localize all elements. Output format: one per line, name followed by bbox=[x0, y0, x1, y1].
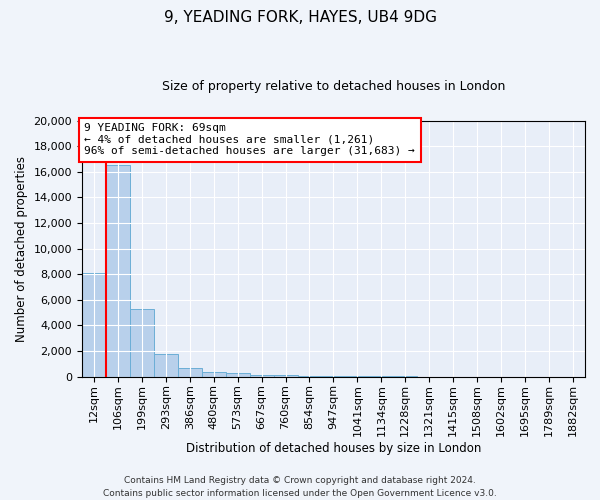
Bar bbox=[226, 374, 250, 376]
Text: 9 YEADING FORK: 69sqm
← 4% of detached houses are smaller (1,261)
96% of semi-de: 9 YEADING FORK: 69sqm ← 4% of detached h… bbox=[85, 123, 415, 156]
X-axis label: Distribution of detached houses by size in London: Distribution of detached houses by size … bbox=[186, 442, 481, 455]
Bar bbox=[130, 309, 154, 376]
Bar bbox=[250, 374, 274, 376]
Bar bbox=[82, 273, 106, 376]
Bar bbox=[106, 166, 130, 376]
Text: Contains HM Land Registry data © Crown copyright and database right 2024.
Contai: Contains HM Land Registry data © Crown c… bbox=[103, 476, 497, 498]
Title: Size of property relative to detached houses in London: Size of property relative to detached ho… bbox=[162, 80, 505, 93]
Text: 9, YEADING FORK, HAYES, UB4 9DG: 9, YEADING FORK, HAYES, UB4 9DG bbox=[163, 10, 437, 25]
Bar bbox=[178, 368, 202, 376]
Bar bbox=[202, 372, 226, 376]
Bar bbox=[154, 354, 178, 376]
Bar bbox=[274, 375, 298, 376]
Y-axis label: Number of detached properties: Number of detached properties bbox=[15, 156, 28, 342]
